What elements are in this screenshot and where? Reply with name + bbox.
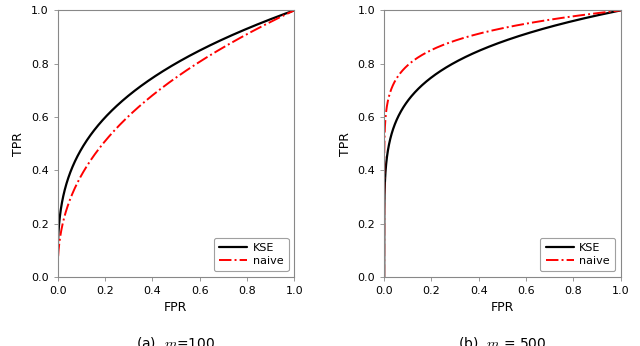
naive	[145, 96, 153, 100]
naive	[225, 42, 232, 46]
KSE	[109, 107, 117, 111]
KSE	[77, 149, 84, 153]
naive	[380, 275, 388, 279]
naive	[291, 8, 298, 12]
naive	[54, 251, 62, 255]
Y-axis label: TPR: TPR	[12, 131, 25, 156]
KSE	[552, 24, 559, 28]
KSE	[145, 78, 153, 82]
naive	[54, 275, 61, 279]
naive	[436, 44, 444, 48]
Y-axis label: TPR: TPR	[339, 131, 352, 156]
KSE	[54, 275, 61, 279]
KSE	[410, 91, 418, 95]
X-axis label: FPR: FPR	[491, 301, 514, 315]
Legend: KSE, naive: KSE, naive	[214, 238, 289, 271]
naive	[84, 163, 92, 167]
Line: KSE: KSE	[384, 10, 621, 277]
KSE	[225, 35, 232, 39]
KSE	[84, 137, 92, 141]
X-axis label: FPR: FPR	[164, 301, 188, 315]
KSE	[381, 181, 388, 185]
naive	[617, 8, 625, 12]
KSE	[617, 8, 625, 12]
KSE	[436, 69, 444, 73]
naive	[77, 175, 84, 179]
Legend: KSE, naive: KSE, naive	[540, 238, 615, 271]
KSE	[403, 100, 411, 104]
KSE	[291, 8, 298, 12]
naive	[403, 64, 411, 68]
KSE	[472, 50, 479, 54]
naive	[410, 58, 418, 62]
naive	[552, 17, 559, 21]
KSE	[54, 233, 62, 237]
naive	[109, 130, 117, 134]
Line: KSE: KSE	[58, 10, 294, 277]
Line: naive: naive	[384, 10, 621, 277]
Line: naive: naive	[58, 10, 294, 277]
naive	[472, 33, 479, 37]
Text: (a)  $m$=100: (a) $m$=100	[136, 335, 216, 346]
KSE	[380, 275, 388, 279]
Text: (b)  $m$ = 500: (b) $m$ = 500	[458, 335, 547, 346]
naive	[381, 125, 388, 129]
